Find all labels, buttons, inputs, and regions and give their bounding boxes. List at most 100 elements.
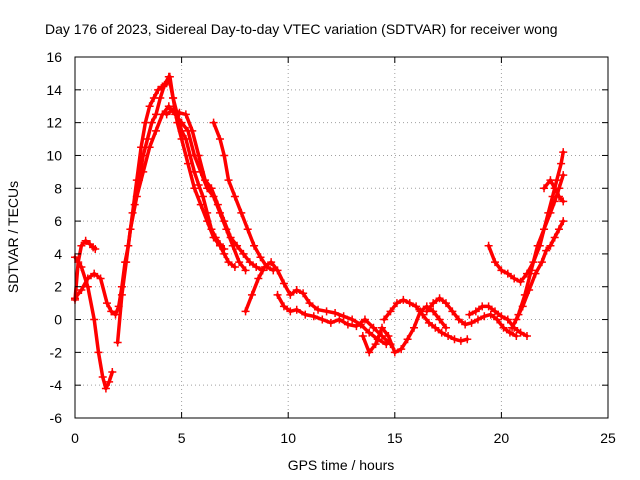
data-point bbox=[554, 192, 563, 201]
data-point bbox=[559, 171, 568, 180]
data-point bbox=[241, 307, 250, 316]
data-point bbox=[510, 274, 519, 283]
data-point bbox=[292, 305, 301, 314]
data-point bbox=[152, 126, 161, 135]
data-point bbox=[540, 184, 549, 193]
data-point bbox=[503, 315, 512, 324]
data-point bbox=[273, 266, 282, 275]
data-point bbox=[499, 323, 508, 332]
data-point bbox=[484, 241, 493, 250]
data-point bbox=[546, 176, 555, 185]
data-point bbox=[454, 315, 463, 324]
y-tick-label: 8 bbox=[54, 180, 62, 196]
data-point bbox=[250, 241, 259, 250]
y-tick-label: 0 bbox=[54, 312, 62, 328]
data-point bbox=[239, 249, 248, 258]
data-point bbox=[190, 184, 199, 193]
data-point bbox=[559, 197, 568, 206]
data-point bbox=[194, 180, 203, 189]
data-point bbox=[390, 348, 399, 357]
data-point bbox=[399, 295, 408, 304]
data-point bbox=[441, 299, 450, 308]
x-tick-label: 15 bbox=[387, 430, 403, 446]
y-tick-label: 14 bbox=[46, 82, 62, 98]
data-point bbox=[241, 266, 250, 275]
data-point bbox=[435, 315, 444, 324]
data-point bbox=[181, 110, 190, 119]
data-point bbox=[209, 118, 218, 127]
data-point bbox=[286, 290, 295, 299]
data-point bbox=[508, 323, 517, 332]
series-line bbox=[164, 107, 265, 273]
data-point bbox=[299, 289, 308, 298]
data-point bbox=[418, 310, 427, 319]
x-tick-label: 5 bbox=[178, 430, 186, 446]
x-tick-label: 20 bbox=[494, 430, 510, 446]
data-point bbox=[279, 302, 288, 311]
data-point bbox=[77, 263, 86, 272]
series-track-8 bbox=[241, 258, 391, 349]
data-point bbox=[335, 315, 344, 324]
data-point bbox=[343, 320, 352, 329]
y-tick-label: 16 bbox=[46, 49, 62, 65]
data-point bbox=[480, 312, 489, 321]
data-point bbox=[424, 318, 433, 327]
data-point bbox=[301, 310, 310, 319]
data-point bbox=[224, 176, 233, 185]
data-point bbox=[143, 135, 152, 144]
data-point bbox=[491, 307, 500, 316]
data-point bbox=[233, 241, 242, 250]
data-point bbox=[243, 225, 252, 234]
data-point bbox=[371, 340, 380, 349]
data-point bbox=[245, 258, 254, 267]
data-point bbox=[81, 236, 90, 245]
data-point bbox=[247, 290, 256, 299]
data-point bbox=[224, 258, 233, 267]
grid bbox=[75, 57, 608, 418]
data-point bbox=[318, 315, 327, 324]
data-point bbox=[292, 286, 301, 295]
data-point bbox=[213, 200, 222, 209]
data-point bbox=[497, 266, 506, 275]
data-point bbox=[286, 307, 295, 316]
data-series bbox=[71, 72, 568, 393]
data-point bbox=[237, 208, 246, 217]
data-point bbox=[314, 305, 323, 314]
data-point bbox=[126, 225, 135, 234]
data-point bbox=[471, 307, 480, 316]
data-point bbox=[422, 307, 431, 316]
series-line bbox=[514, 219, 565, 322]
series-track-17 bbox=[540, 176, 568, 206]
data-point bbox=[448, 307, 457, 316]
data-point bbox=[331, 308, 340, 317]
data-point bbox=[175, 108, 184, 117]
data-point bbox=[512, 315, 521, 324]
data-point bbox=[145, 143, 154, 152]
data-point bbox=[542, 246, 551, 255]
data-point bbox=[516, 328, 525, 337]
data-point bbox=[132, 192, 141, 201]
series-track-13 bbox=[465, 302, 531, 340]
y-tick-label: 2 bbox=[54, 279, 62, 295]
data-point bbox=[156, 94, 165, 103]
data-point bbox=[194, 151, 203, 160]
data-point bbox=[220, 151, 229, 160]
data-point bbox=[215, 135, 224, 144]
series-track-3 bbox=[71, 72, 229, 319]
data-point bbox=[309, 312, 318, 321]
data-point bbox=[91, 244, 100, 253]
y-axis-label: SDTVAR / TECUs bbox=[5, 181, 21, 293]
data-point bbox=[546, 241, 555, 250]
series-track-11 bbox=[380, 295, 472, 345]
data-point bbox=[386, 307, 395, 316]
data-point bbox=[384, 331, 393, 340]
series-track-6 bbox=[162, 105, 267, 275]
data-point bbox=[101, 384, 110, 393]
data-point bbox=[518, 302, 527, 311]
data-point bbox=[322, 307, 331, 316]
data-point bbox=[94, 348, 103, 357]
data-point bbox=[215, 241, 224, 250]
y-tick-label: 6 bbox=[54, 213, 62, 229]
data-point bbox=[546, 208, 555, 217]
data-point bbox=[117, 290, 126, 299]
